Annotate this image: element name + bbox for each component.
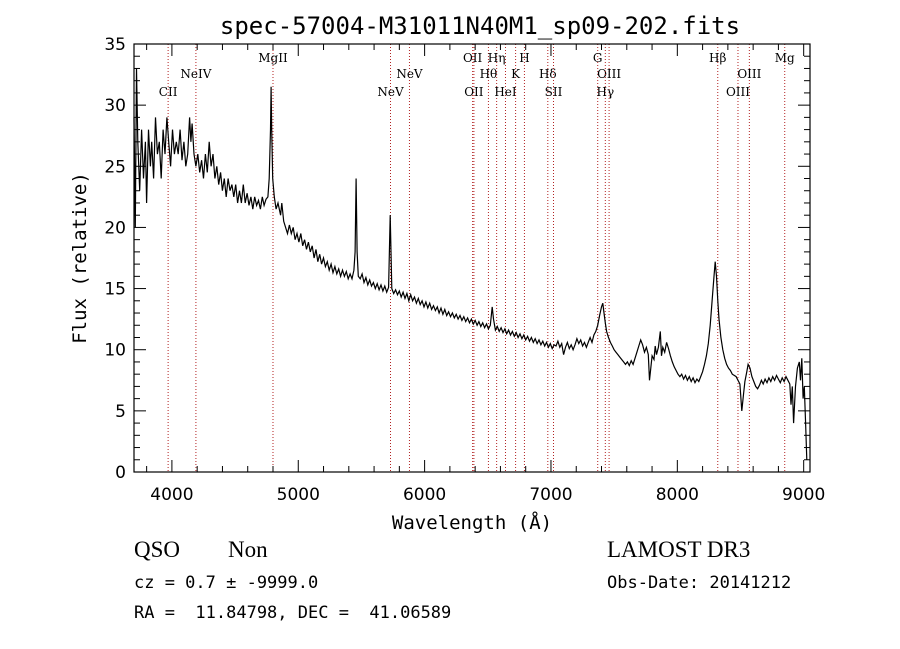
x-tick-label: 6000 <box>403 485 446 505</box>
ra-dec-coordinates: RA = 11.84798, DEC = 41.06589 <box>134 603 452 623</box>
x-tick-label: 8000 <box>656 485 699 505</box>
y-tick-label: 5 <box>115 402 126 422</box>
marker-label: MgII <box>258 51 288 65</box>
survey-name: LAMOST DR3 <box>607 537 751 562</box>
y-tick-label: 20 <box>104 218 126 238</box>
marker-label: OIII <box>597 67 621 81</box>
marker-label: G <box>593 51 603 65</box>
marker-label: K <box>511 67 521 81</box>
marker-label: H <box>519 51 529 65</box>
marker-label: CII <box>159 85 178 99</box>
marker-label: Hγ <box>596 85 614 99</box>
y-tick-label: 35 <box>104 35 126 55</box>
marker-label: Hη <box>488 51 506 65</box>
y-tick-labels: 0 5 10 15 20 25 30 35 <box>104 35 126 483</box>
marker-label: NeV <box>396 67 423 81</box>
x-tick-label: 7000 <box>529 485 572 505</box>
y-tick-label: 10 <box>104 341 126 361</box>
cz-value: cz = 0.7 ± -9999.0 <box>134 573 319 593</box>
marker-label: OIII <box>737 67 761 81</box>
x-axis-label: Wavelength (Å) <box>392 511 552 534</box>
marker-label: OII <box>464 85 484 99</box>
marker-label: OIII <box>726 85 750 99</box>
marker-label: Hθ <box>480 67 498 81</box>
marker-label: HeI <box>494 85 517 99</box>
x-tick-label: 9000 <box>782 485 825 505</box>
y-tick-label: 30 <box>104 96 126 116</box>
marker-label: NeIV <box>180 67 211 81</box>
x-tick-label: 5000 <box>277 485 320 505</box>
y-axis-label: Flux (relative) <box>69 172 91 344</box>
y-tick-label: 25 <box>104 157 126 177</box>
spectrum-line <box>133 68 808 460</box>
object-class: QSO <box>134 537 181 562</box>
marker-label: NeV <box>377 85 404 99</box>
marker-label: SII <box>545 85 563 99</box>
marker-label: OII <box>463 51 483 65</box>
object-subclass: Non <box>228 537 268 562</box>
marker-label: Hδ <box>539 67 557 81</box>
observation-date: Obs-Date: 20141212 <box>607 573 792 593</box>
y-tick-label: 15 <box>104 280 126 300</box>
x-tick-label: 4000 <box>150 485 193 505</box>
chart-title: spec-57004-M31011N40M1_sp09-202.fits <box>220 12 740 40</box>
axis-ticks <box>134 43 810 473</box>
plot-frame <box>133 43 811 473</box>
y-tick-label: 0 <box>115 463 126 483</box>
x-tick-labels: 4000 5000 6000 7000 8000 9000 <box>150 485 825 505</box>
marker-label: Hβ <box>709 51 726 65</box>
marker-label: Mg <box>775 51 795 65</box>
